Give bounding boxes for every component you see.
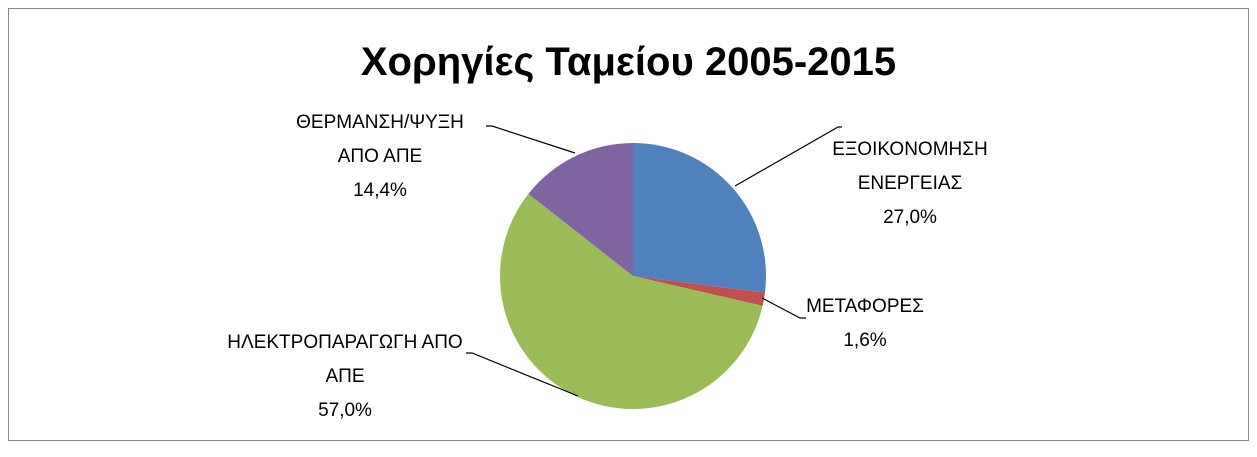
value-label: 1,6% [843,330,887,351]
pie-slice [633,276,765,306]
value-label: 57,0% [318,400,372,421]
category-label: ΜΕΤΑΦΟΡΕΣ [806,296,924,317]
value-label: 27,0% [883,207,937,228]
value-label: 14,4% [353,180,407,201]
leader-line [761,297,806,319]
leader-line [734,126,842,187]
pie-slice [499,193,763,410]
category-label: ΗΛΕΚΤΡΟΠΑΡΑΓΩΓΗ ΑΠΟ ΑΠΕ [227,332,463,387]
category-label: ΕΞΟΙΚΟΝΟΜΗΣΗ ΕΝΕΡΓΕΙΑΣ [832,139,988,194]
leader-line [466,352,579,397]
pie-slice [633,143,766,293]
pie-slice [528,143,633,276]
chart-title: Χορηγίες Ταμείου 2005-2015 [360,40,897,84]
category-label: ΘΕΡΜΑΝΣΗ/ΨΥΞΗ ΑΠΟ ΑΠΕ [296,112,464,167]
leader-line [486,125,576,154]
